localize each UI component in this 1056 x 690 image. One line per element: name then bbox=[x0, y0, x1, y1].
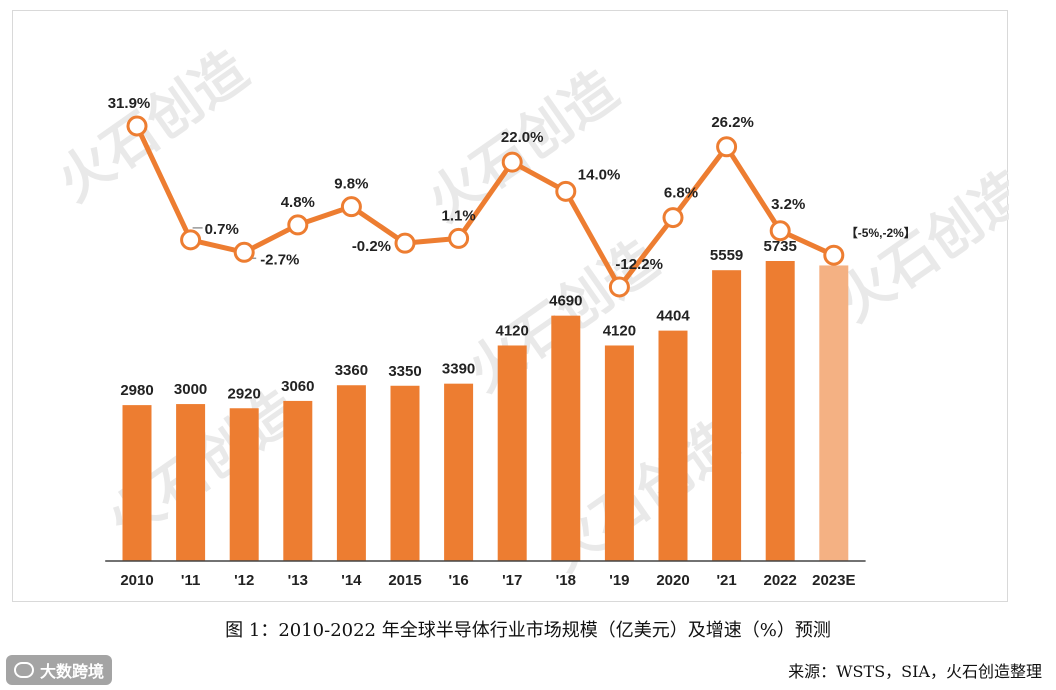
growth-point-6 bbox=[448, 227, 470, 249]
bar-label-0: 2980 bbox=[120, 382, 153, 399]
growth-label-8: 14.0% bbox=[578, 166, 621, 183]
bar-0 bbox=[122, 405, 152, 561]
bar-13 bbox=[819, 265, 849, 561]
bar-label-7: 4120 bbox=[496, 322, 529, 339]
growth-point-7 bbox=[501, 151, 523, 173]
growth-point-3 bbox=[287, 214, 309, 236]
bar-label-1: 3000 bbox=[174, 381, 207, 398]
growth-point-0 bbox=[126, 115, 148, 137]
growth-point-9 bbox=[608, 276, 630, 298]
growth-label-9: -12.2% bbox=[615, 256, 663, 273]
chart-svg: 火石创造火石创造火石创造火石创造火石创造火石创造 298030002920306… bbox=[46, 38, 1009, 589]
growth-label-2: -2.7% bbox=[260, 251, 299, 268]
growth-label-0: 31.9% bbox=[108, 95, 151, 112]
growth-label-6: 1.1% bbox=[441, 207, 475, 224]
brand-logo-icon bbox=[14, 662, 34, 678]
bar-label-2: 2920 bbox=[228, 385, 261, 402]
watermark-text: 火石创造 bbox=[826, 158, 1009, 333]
x-tick-label-1: '11 bbox=[181, 572, 200, 589]
growth-label-4: 9.8% bbox=[334, 176, 368, 193]
bar-label-11: 5559 bbox=[710, 247, 743, 264]
growth-label-7: 22.0% bbox=[501, 129, 544, 146]
x-tick-label-12: 2022 bbox=[764, 572, 797, 589]
brand-name: 大数跨境 bbox=[40, 662, 105, 681]
bar-label-10: 4404 bbox=[656, 308, 690, 325]
growth-point-10 bbox=[662, 207, 684, 229]
bar-9 bbox=[604, 345, 634, 561]
growth-line-series: 31.9% 0.7% -2.7% 4.8% 9.8% -0.2% 1.1% 22.0% 14.0… bbox=[108, 95, 916, 298]
x-tick-label-4: '14 bbox=[341, 572, 362, 589]
growth-label-13: 【-5%,-2%】 bbox=[846, 225, 916, 240]
growth-point-5 bbox=[394, 232, 416, 254]
bar-label-12: 5735 bbox=[764, 238, 797, 255]
growth-point-8 bbox=[555, 180, 577, 202]
growth-label-1: 0.7% bbox=[205, 221, 239, 238]
bar-8 bbox=[551, 315, 581, 561]
bar-12 bbox=[765, 261, 795, 561]
bar-5 bbox=[390, 385, 420, 561]
bar-series: 2980 3000 2920 3060 3360 3350 3390 4120 4690 4120… bbox=[120, 238, 849, 561]
x-tick-label-5: 2015 bbox=[388, 572, 421, 589]
bar-label-9: 4120 bbox=[603, 322, 636, 339]
growth-label-12: 3.2% bbox=[771, 196, 805, 213]
x-tick-label-9: '19 bbox=[609, 572, 629, 589]
growth-point-13 bbox=[823, 244, 845, 266]
x-tick-label-13: 2023E bbox=[812, 572, 855, 589]
bar-1 bbox=[176, 404, 206, 561]
growth-label-11: 26.2% bbox=[711, 114, 754, 131]
bar-label-4: 3360 bbox=[335, 362, 368, 379]
x-tick-label-11: '21 bbox=[716, 572, 736, 589]
x-tick-label-3: '13 bbox=[288, 572, 308, 589]
bar-4 bbox=[336, 385, 366, 561]
bar-11 bbox=[712, 270, 742, 561]
bar-3 bbox=[283, 400, 313, 561]
bar-10 bbox=[658, 330, 688, 561]
watermark-text: 火石创造 bbox=[46, 38, 259, 213]
growth-point-11 bbox=[716, 136, 738, 158]
bar-label-3: 3060 bbox=[281, 378, 314, 395]
x-tick-label-6: '16 bbox=[448, 572, 468, 589]
growth-point-12 bbox=[769, 220, 791, 242]
x-tick-label-2: '12 bbox=[234, 572, 254, 589]
chart-frame: 火石创造火石创造火石创造火石创造火石创造火石创造 298030002920306… bbox=[12, 10, 1009, 602]
growth-point-2 bbox=[233, 241, 255, 263]
x-tick-label-10: 2020 bbox=[656, 572, 689, 589]
x-tick-label-0: 2010 bbox=[120, 572, 153, 589]
growth-label-3: 4.8% bbox=[281, 194, 315, 211]
growth-label-10: 6.8% bbox=[664, 185, 698, 202]
bar-label-6: 3390 bbox=[442, 361, 475, 378]
growth-point-1 bbox=[180, 229, 202, 251]
growth-label-5: -0.2% bbox=[352, 238, 391, 255]
bar-6 bbox=[444, 383, 474, 561]
bar-label-5: 3350 bbox=[388, 363, 421, 380]
x-tick-label-7: '17 bbox=[502, 572, 522, 589]
bar-7 bbox=[497, 345, 527, 561]
bar-2 bbox=[229, 408, 259, 561]
chart-caption: 图 1：2010-2022 年全球半导体行业市场规模（亿美元）及增速（%）预测 bbox=[225, 620, 831, 641]
chart-source: 来源：WSTS，SIA，火石创造整理 bbox=[788, 662, 1042, 681]
brand-badge: 大数跨境 bbox=[6, 655, 113, 685]
growth-point-4 bbox=[340, 196, 362, 218]
x-tick-label-8: '18 bbox=[556, 572, 576, 589]
x-axis: 2010 '11 '12 '13 '14 2015 '16 '17 '18 '19 2020 '21 2… bbox=[105, 560, 866, 589]
bar-label-8: 4690 bbox=[549, 293, 582, 310]
